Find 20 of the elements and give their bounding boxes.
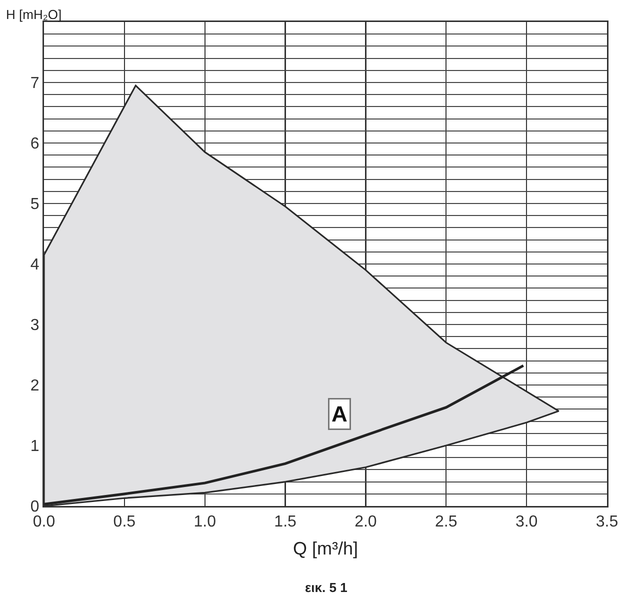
x-tick-label: 2.5 — [435, 514, 458, 531]
x-tick-label: 3.5 — [596, 514, 618, 531]
y-tick-label: 2 — [30, 378, 40, 395]
y-axis-title: H [mH₂O] — [6, 7, 62, 22]
x-tick-label: 3.0 — [515, 514, 538, 531]
x-tick-label: 1.5 — [274, 514, 297, 531]
y-tick-label: 0 — [30, 498, 40, 516]
y-tick-label: 5 — [30, 196, 40, 214]
y-tick-label: 4 — [30, 256, 40, 274]
text: εικ. 5 1 — [305, 580, 348, 595]
y-tick-label: 1 — [30, 438, 40, 456]
y-tick-label: 7 — [30, 75, 40, 92]
x-tick-label: 0.0 — [32, 514, 56, 531]
x-tick-label: 0.5 — [113, 514, 136, 531]
x-tick-label: 1.0 — [194, 514, 216, 531]
y-tick-label: 6 — [30, 136, 40, 153]
y-tick-label: 3 — [30, 317, 40, 334]
x-tick-label: 2.0 — [354, 514, 377, 531]
x-axis-title: Q [m³/h] — [292, 538, 358, 559]
annotation: A — [332, 402, 348, 426]
